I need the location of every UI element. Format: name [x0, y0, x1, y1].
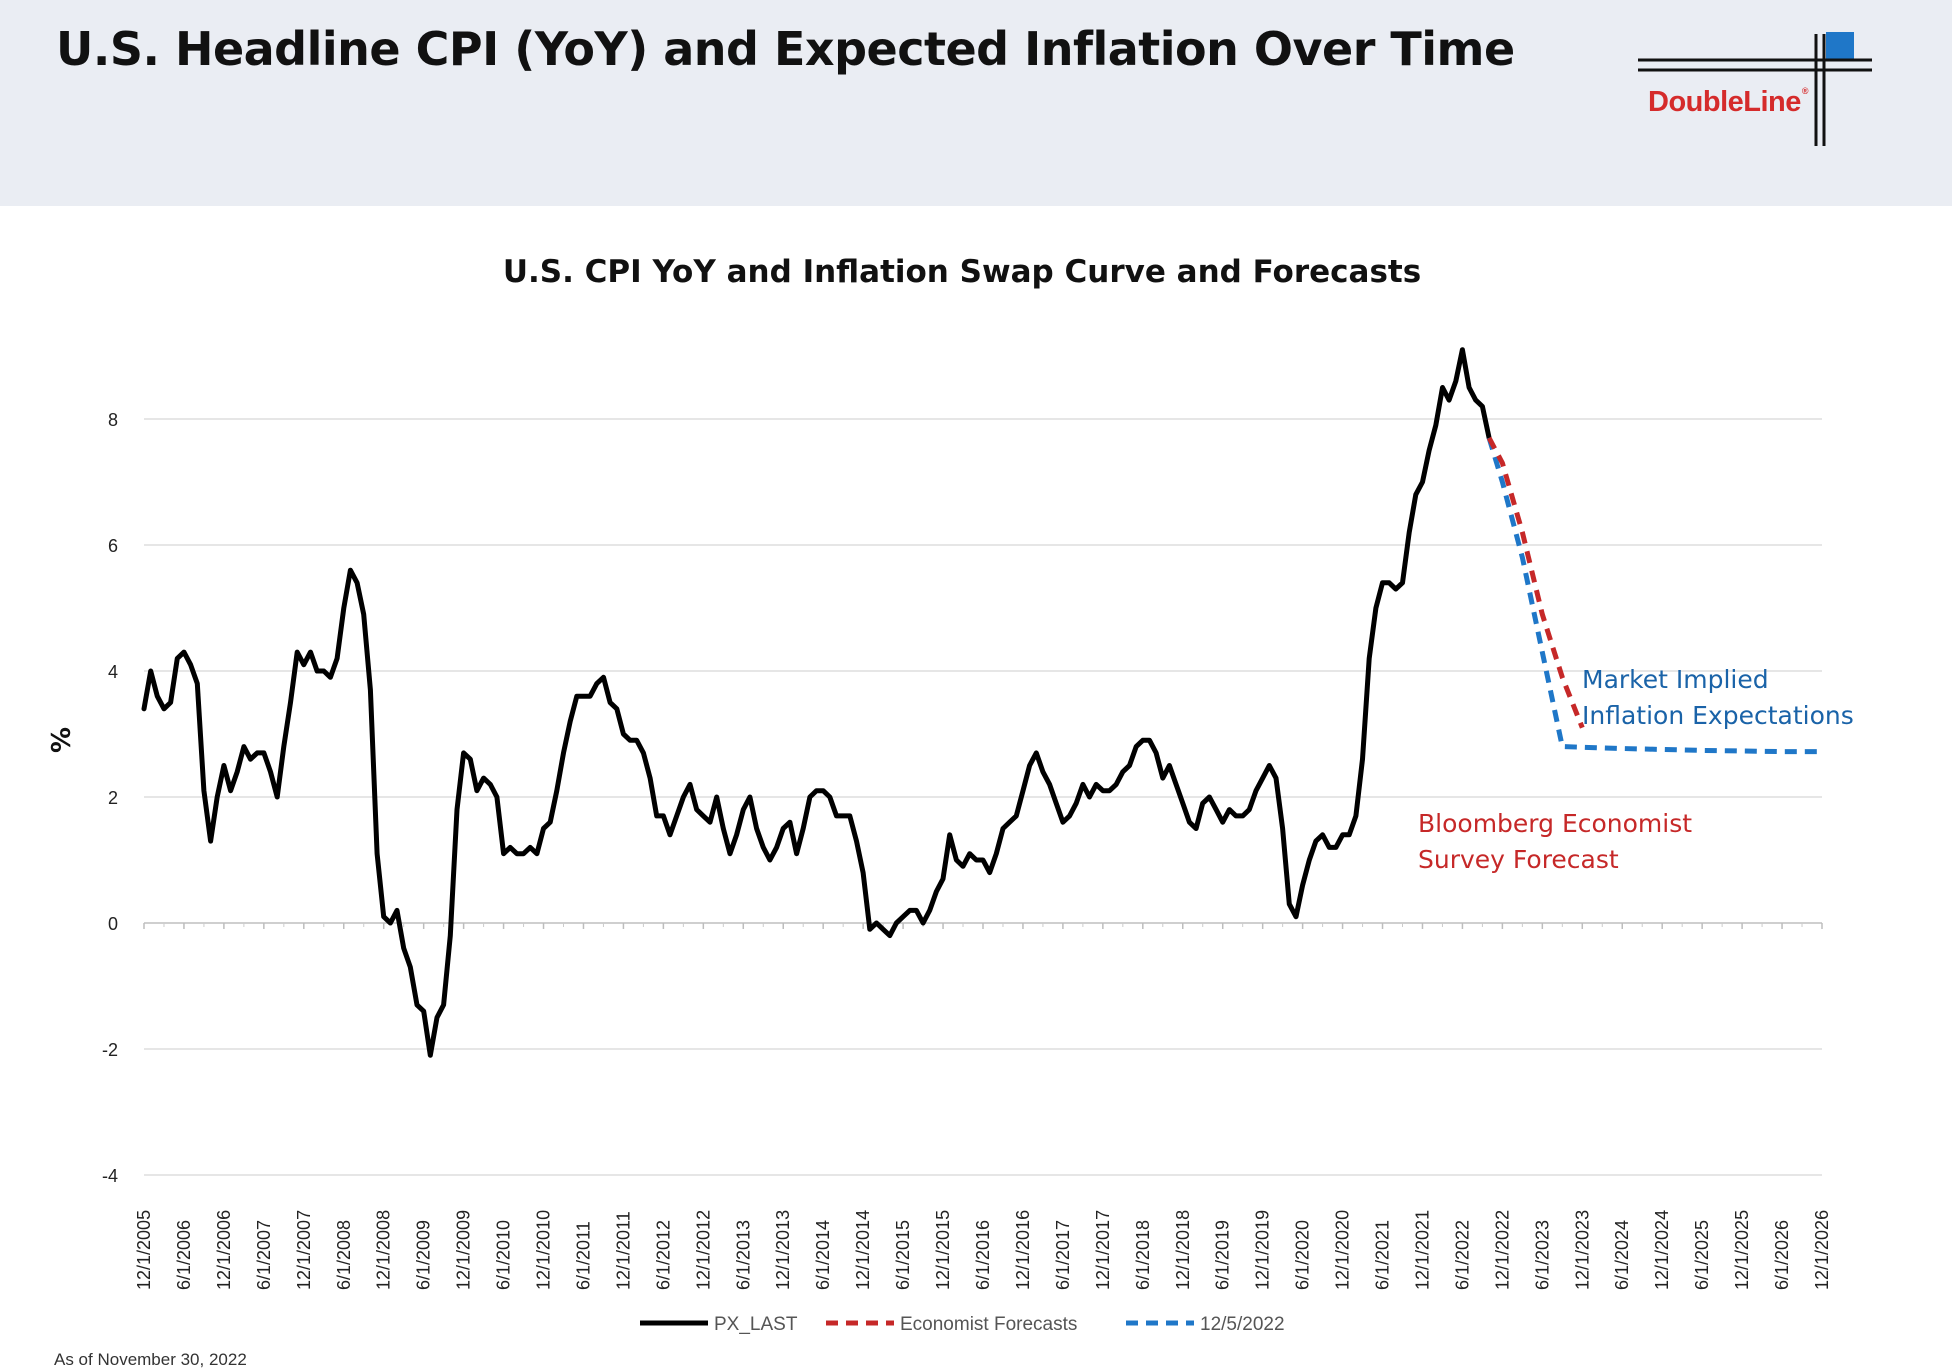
x-tick-label: 12/1/2021	[1412, 1210, 1432, 1290]
x-tick-label: 6/1/2015	[893, 1220, 913, 1290]
series-line-market-implied	[1486, 437, 1822, 755]
x-tick-label: 12/1/2015	[933, 1210, 953, 1290]
x-tick-label: 6/1/2019	[1213, 1220, 1233, 1290]
logo-wordmark: DoubleLine®	[1648, 86, 1809, 118]
series-line-economist-forecasts	[1486, 436, 1585, 729]
x-tick-label: 12/1/2024	[1652, 1210, 1672, 1290]
x-tick-label: 12/1/2020	[1333, 1210, 1353, 1290]
x-tick-label: 12/1/2014	[853, 1210, 873, 1290]
x-tick-label: 6/1/2017	[1053, 1220, 1073, 1290]
annotation-line: Inflation Expectations	[1582, 701, 1854, 730]
x-tick-label: 12/1/2007	[294, 1210, 314, 1290]
y-axis-label: %	[47, 727, 77, 753]
y-tick-label: 4	[108, 662, 118, 682]
doubleline-logo: DoubleLine®	[1636, 30, 1876, 150]
x-tick-label: 12/1/2011	[613, 1211, 633, 1290]
y-tick-label: -4	[102, 1166, 118, 1186]
y-axis-ticks: -4 -2 0 2 4 6 8	[102, 410, 118, 1186]
x-tick-label: 12/1/2016	[1013, 1210, 1033, 1290]
y-tick-label: 8	[108, 410, 118, 430]
y-tick-label: 0	[108, 914, 118, 934]
series-layer	[141, 347, 1822, 1058]
legend-label: PX_LAST	[714, 1314, 798, 1335]
annotation-line: Bloomberg Economist	[1418, 809, 1692, 838]
x-tick-label: 12/1/2012	[693, 1210, 713, 1290]
x-tick-label: 12/1/2005	[134, 1210, 154, 1290]
header-band: U.S. Headline CPI (YoY) and Expected Inf…	[0, 0, 1952, 206]
x-tick-label: 12/1/2009	[454, 1210, 474, 1290]
page-title: U.S. Headline CPI (YoY) and Expected Inf…	[56, 22, 1515, 76]
x-tick-label: 6/1/2009	[414, 1220, 434, 1290]
logo-square-icon	[1826, 32, 1854, 60]
x-tick-label: 12/1/2019	[1253, 1210, 1273, 1290]
legend-label: Economist Forecasts	[900, 1314, 1077, 1335]
annotation-line: Market Implied	[1582, 665, 1769, 694]
x-tick-label: 12/1/2025	[1732, 1210, 1752, 1290]
x-tick-label: 6/1/2014	[813, 1220, 833, 1290]
x-tick-label: 6/1/2020	[1293, 1220, 1313, 1290]
x-tick-label: 6/1/2012	[653, 1220, 673, 1290]
annotations: Market Implied Inflation Expectations Bloo…	[1418, 665, 1854, 874]
legend-label: 12/5/2022	[1200, 1314, 1285, 1335]
chart-title: U.S. CPI YoY and Inflation Swap Curve an…	[503, 254, 1421, 290]
x-tick-label: 12/1/2008	[374, 1210, 394, 1290]
logo-lines-icon	[1638, 32, 1872, 146]
x-tick-label: 12/1/2022	[1492, 1210, 1512, 1290]
y-tick-label: -2	[102, 1040, 118, 1060]
x-tick-label: 6/1/2021	[1373, 1220, 1393, 1290]
x-tick-label: 6/1/2022	[1452, 1220, 1472, 1290]
annotation-market-implied: Market Implied Inflation Expectations	[1582, 665, 1854, 730]
x-tick-label: 12/1/2010	[534, 1210, 554, 1290]
x-tick-label: 6/1/2016	[973, 1220, 993, 1290]
y-tick-label: 6	[108, 536, 118, 556]
x-tick-label: 6/1/2008	[334, 1220, 354, 1290]
x-tick-label: 6/1/2011	[573, 1221, 593, 1290]
x-tick-label: 6/1/2023	[1532, 1220, 1552, 1290]
x-tick-label: 12/1/2026	[1812, 1210, 1832, 1290]
x-tick-label: 12/1/2006	[214, 1210, 234, 1290]
x-tick-label: 6/1/2013	[733, 1220, 753, 1290]
x-tick-label: 6/1/2010	[494, 1220, 514, 1290]
gridlines	[144, 418, 1822, 1176]
x-tick-label: 12/1/2023	[1572, 1210, 1592, 1290]
legend: PX_LAST Economist Forecasts 12/5/2022	[640, 1314, 1285, 1335]
y-tick-label: 2	[108, 788, 118, 808]
x-tick-label: 6/1/2006	[174, 1220, 194, 1290]
x-tick-label: 6/1/2025	[1692, 1220, 1712, 1290]
x-tick-label: 6/1/2026	[1772, 1220, 1792, 1290]
x-tick-label: 6/1/2024	[1612, 1220, 1632, 1290]
x-tick-label: 12/1/2017	[1093, 1210, 1113, 1290]
annotation-economist-survey: Bloomberg Economist Survey Forecast	[1418, 809, 1692, 874]
x-tick-label: 6/1/2018	[1133, 1220, 1153, 1290]
x-tick-label: 12/1/2013	[773, 1210, 793, 1290]
x-tick-label: 12/1/2018	[1173, 1210, 1193, 1290]
series-line-px-last	[141, 347, 1492, 1058]
annotation-line: Survey Forecast	[1418, 845, 1619, 874]
cpi-chart: U.S. CPI YoY and Inflation Swap Curve an…	[47, 254, 1854, 1335]
x-tick-label: 6/1/2007	[254, 1220, 274, 1290]
footnote: As of November 30, 2022	[54, 1350, 247, 1369]
x-axis: 12/1/2005 6/1/2006 12/1/2006 6/1/2007 12/1/2…	[134, 923, 1832, 1290]
